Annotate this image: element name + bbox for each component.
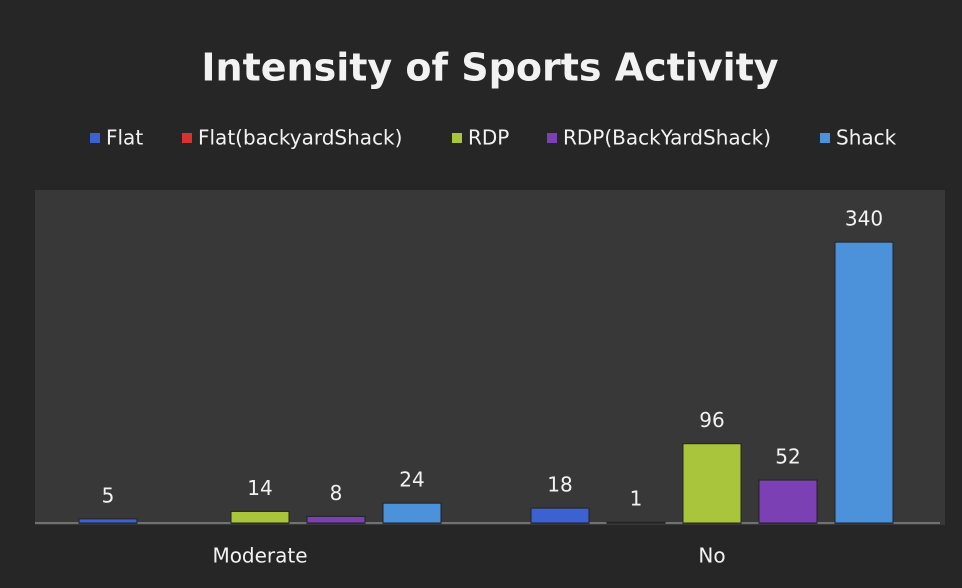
x-tick-label: Moderate — [212, 544, 307, 568]
legend-swatch — [820, 133, 830, 143]
bar — [606, 521, 666, 524]
chart-title: Intensity of Sports Activity — [201, 46, 778, 90]
bar — [306, 515, 366, 524]
bar — [78, 518, 138, 524]
data-label: 96 — [699, 408, 724, 432]
data-label: 8 — [330, 481, 343, 505]
bar — [530, 507, 590, 524]
legend-label: Flat — [106, 126, 143, 150]
bar — [230, 510, 290, 524]
data-label: 18 — [547, 473, 572, 497]
bar — [382, 502, 442, 524]
legend-swatch — [90, 133, 100, 143]
legend-swatch — [547, 133, 557, 143]
legend-swatch — [182, 133, 192, 143]
data-label: 24 — [399, 468, 424, 492]
legend-label: Shack — [836, 126, 897, 150]
legend-label: Flat(backyardShack) — [198, 126, 402, 150]
plot-area — [35, 190, 945, 525]
legend-swatch — [452, 133, 462, 143]
legend-label: RDP(BackYardShack) — [563, 126, 771, 150]
data-label: 340 — [845, 207, 883, 231]
data-label: 1 — [630, 487, 643, 511]
bar — [834, 241, 894, 524]
bar — [758, 479, 818, 524]
data-label: 5 — [102, 483, 115, 507]
data-label: 14 — [247, 476, 272, 500]
x-tick-label: No — [698, 544, 725, 568]
data-label: 52 — [775, 445, 800, 469]
bar — [682, 443, 742, 524]
legend-label: RDP — [468, 126, 509, 150]
